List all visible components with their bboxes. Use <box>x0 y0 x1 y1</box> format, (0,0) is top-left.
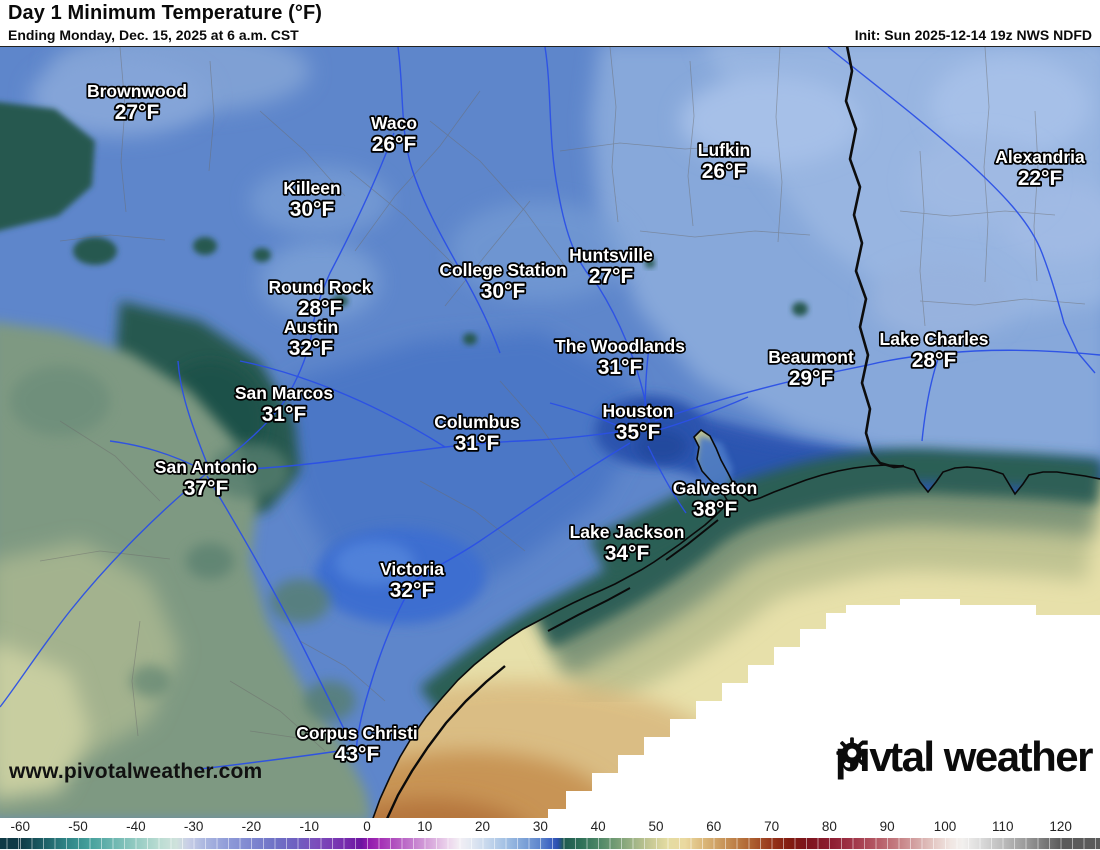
city-label: Waco <box>371 113 417 133</box>
city-temperature: 27°F <box>589 265 634 288</box>
city-temperature: 22°F <box>1018 167 1063 190</box>
coastline <box>371 428 1100 819</box>
city-label: Houston <box>603 401 674 421</box>
city-temperature: 30°F <box>290 198 335 221</box>
city-temperature: 34°F <box>605 542 650 565</box>
county-borders <box>39 47 1086 752</box>
city-temperature: 26°F <box>372 133 417 156</box>
city-label: Beaumont <box>768 347 854 367</box>
city-temperature: 31°F <box>455 432 500 455</box>
city-label: San Marcos <box>235 383 333 403</box>
city-temperature: 32°F <box>390 579 435 602</box>
state-border <box>844 47 905 469</box>
colorbar-tick: 0 <box>363 819 371 834</box>
colorbar-tick: 60 <box>706 819 722 834</box>
rivers-and-highways <box>0 47 1100 770</box>
colorbar-tick: -60 <box>10 819 30 834</box>
city-temperature: 28°F <box>912 349 957 372</box>
city-label: Galveston <box>673 478 758 498</box>
city-label: Lake Charles <box>880 329 989 349</box>
colorbar-tick: -30 <box>183 819 204 834</box>
colorbar-tick: 10 <box>417 819 433 834</box>
no-data-region <box>548 599 1100 819</box>
pivotal-weather-logo: piv tal weather <box>835 733 1094 780</box>
colorbar-tick: -20 <box>241 819 262 834</box>
city-temperature: 28°F <box>298 297 343 320</box>
city-temperature: 38°F <box>693 498 738 521</box>
colorbar-tick: -10 <box>299 819 319 834</box>
city-temperature: 43°F <box>335 743 380 766</box>
colorbar-segments-overlay <box>0 838 1100 849</box>
city-label: Victoria <box>380 559 444 579</box>
colorbar-tick: 90 <box>879 819 895 834</box>
city-temperature: 37°F <box>184 477 229 500</box>
valid-time-label: Ending Monday, Dec. 15, 2025 at 6 a.m. C… <box>8 27 299 43</box>
watermark: www.pivotalweather.com <box>9 760 263 783</box>
city-label: Lufkin <box>698 140 751 160</box>
city-temperature: 29°F <box>789 367 834 390</box>
temperature-colorbar: -60 -50 -40 -30 -20 -10 0 10 20 30 40 50 60 70 80 90 100… <box>0 818 1100 850</box>
city-temperature: 27°F <box>115 101 160 124</box>
colorbar-tick: 20 <box>475 819 491 834</box>
land-temperature-field <box>0 47 1100 819</box>
colorbar-tick: 110 <box>991 819 1014 834</box>
page-title: Day 1 Minimum Temperature (°F) <box>8 2 323 24</box>
city-label: Corpus Christi <box>296 723 418 743</box>
colorbar-tick: 80 <box>821 819 837 834</box>
city-label: Columbus <box>434 412 520 432</box>
city-label: The Woodlands <box>555 336 685 356</box>
city-temperature: 31°F <box>262 403 307 426</box>
city-temperature: 35°F <box>616 421 661 444</box>
map-header: Day 1 Minimum Temperature (°F) Ending Mo… <box>0 0 1100 46</box>
city-temperature: 30°F <box>481 280 526 303</box>
colorbar-tick: -50 <box>68 819 88 834</box>
colorbar-tick: 40 <box>590 819 606 834</box>
city-temperature: 31°F <box>598 356 643 379</box>
city-label: Alexandria <box>995 147 1085 167</box>
colorbar-tick: -40 <box>126 819 146 834</box>
colorbar-tick: 30 <box>532 819 548 834</box>
city-temperature: 26°F <box>702 160 747 183</box>
colorbar-tick-labels: -60 -50 -40 -30 -20 -10 0 10 20 30 40 50 60 70 80 90 100… <box>0 818 1100 837</box>
init-time-label: Init: Sun 2025-12-14 19z NWS NDFD <box>854 27 1092 43</box>
city-label: Killeen <box>283 178 340 198</box>
colorbar-tick: 100 <box>933 819 957 834</box>
city-label: College Station <box>439 260 566 280</box>
city-label: Lake Jackson <box>570 522 685 542</box>
temperature-map: Brownwood 27°F Waco 26°F Killeen 30°F Lufkin 26… <box>0 46 1100 819</box>
city-label: Austin <box>284 317 338 337</box>
logo-text-right: tal weather <box>889 733 1093 780</box>
colorbar-tick: 120 <box>1049 819 1072 834</box>
colorbar-tick: 50 <box>648 819 664 834</box>
galveston-bay <box>697 436 733 493</box>
city-label: San Antonio <box>155 457 257 477</box>
city-label: Brownwood <box>87 81 187 101</box>
city-label: Round Rock <box>268 277 371 297</box>
city-label: Huntsville <box>569 245 653 265</box>
city-temperature: 32°F <box>289 337 334 360</box>
colorbar-tick: 70 <box>764 819 780 834</box>
